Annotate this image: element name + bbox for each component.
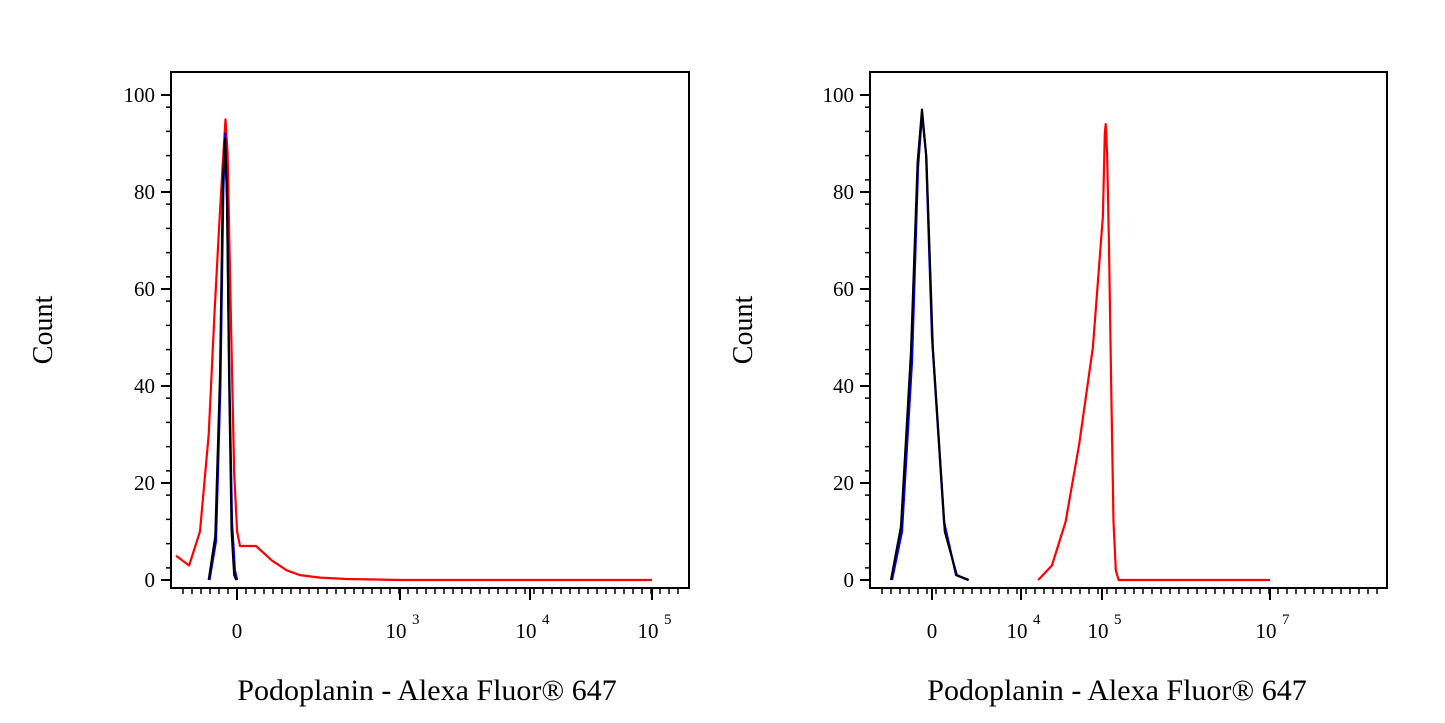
histogram-left-svg: 0 20 40 60 80 100 0 10 3 10 4 10 5 Count Podoplanin - …	[28, 71, 690, 707]
histogram-series-1	[890, 113, 969, 582]
histogram-right-svg: 0 20 40 60 80 100 0 10 4 10 5 10 7 Count Podoplanin - …	[728, 71, 1388, 707]
x-tick-label: 10	[1256, 619, 1277, 643]
y-tick-label: 80	[833, 180, 854, 204]
y-tick-label: 40	[134, 374, 155, 398]
y-tick-label: 0	[145, 568, 156, 592]
x-tick-label: 0	[927, 619, 938, 643]
y-tick-label: 60	[833, 277, 854, 301]
x-tick-label: 10	[1007, 619, 1028, 643]
x-tick-exponent: 5	[664, 612, 672, 628]
x-tick-exponent: 4	[1033, 612, 1041, 628]
x-axis-label: Podoplanin - Alexa Fluor® 647	[237, 674, 616, 707]
histogram-left: 0 20 40 60 80 100 0 10 3 10 4 10 5 Count Podoplanin - …	[0, 0, 722, 723]
x-tick-exponent: 3	[412, 612, 420, 628]
y-tick-label: 100	[823, 83, 855, 107]
y-tick-label: 40	[833, 374, 854, 398]
x-tick-exponent: 4	[542, 612, 550, 628]
histogram-series-0	[1037, 123, 1270, 582]
x-tick-exponent: 7	[1282, 612, 1290, 628]
x-tick-label: 10	[1088, 619, 1109, 643]
y-tick-label: 60	[134, 277, 155, 301]
x-tick-label: 10	[516, 619, 537, 643]
x-axis-label: Podoplanin - Alexa Fluor® 647	[927, 674, 1306, 707]
y-tick-label: 80	[134, 180, 155, 204]
x-tick-label: 10	[638, 619, 659, 643]
y-tick-label: 100	[124, 83, 156, 107]
y-axis-label: Count	[28, 296, 59, 365]
histogram-series-2	[889, 108, 970, 582]
x-tick-label: 0	[232, 619, 243, 643]
x-tick-exponent: 5	[1114, 612, 1122, 628]
y-tick-label: 20	[833, 471, 854, 495]
histogram-series-2	[207, 137, 238, 581]
plot-frame	[869, 71, 1388, 589]
y-tick-label: 20	[134, 471, 155, 495]
x-tick-label: 10	[386, 619, 407, 643]
histogram-series-0	[175, 118, 652, 582]
plot-frame	[170, 71, 690, 589]
histogram-right: 0 20 40 60 80 100 0 10 4 10 5 10 7 Count Podoplanin - …	[722, 0, 1444, 723]
y-axis-label: Count	[728, 296, 759, 365]
y-tick-label: 0	[844, 568, 855, 592]
